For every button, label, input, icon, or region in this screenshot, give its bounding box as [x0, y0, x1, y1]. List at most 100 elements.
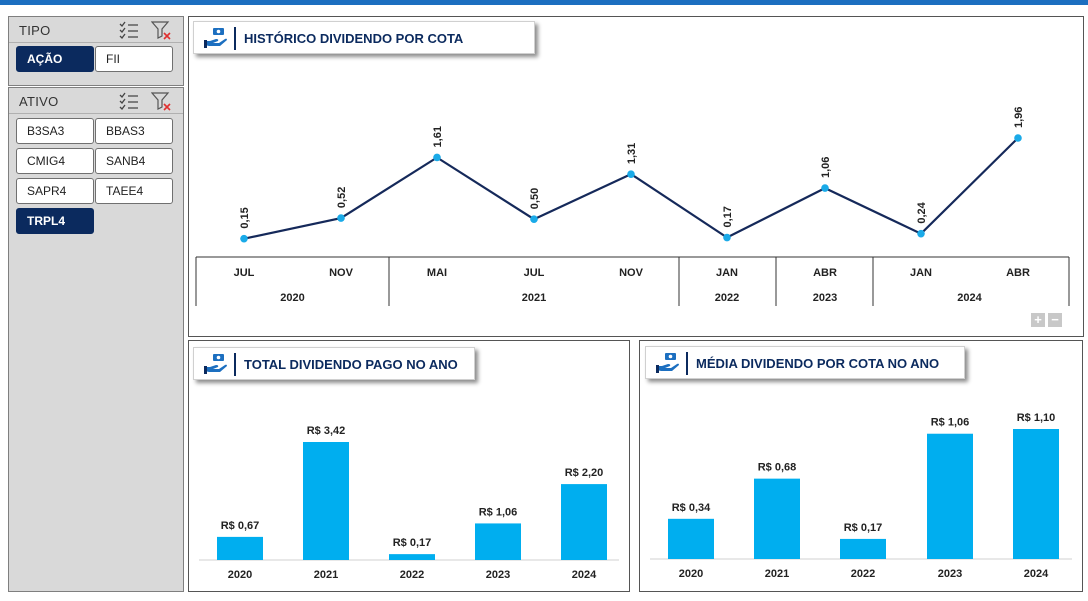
zoom-out-button[interactable]: −	[1048, 313, 1062, 327]
x-tick-label: JAN	[910, 267, 932, 279]
x-tick-label: 2020	[679, 568, 703, 580]
data-point	[723, 233, 731, 242]
bar-data-label: R$ 0,17	[844, 522, 883, 534]
clear-filter-icon[interactable]	[151, 20, 171, 40]
x-tick-label: 2022	[400, 569, 424, 581]
data-label: 0,15	[239, 207, 251, 228]
x-tick-label: 2020	[228, 569, 252, 581]
data-label: 0,24	[916, 201, 928, 223]
bar-data-label: R$ 0,34	[672, 502, 711, 514]
line-chart-panel: 0,15 0,52 1,61 0,50 1,31 0,17 1,06 0,24 1,96 JUL N…	[188, 16, 1084, 337]
slicer-item-taee4[interactable]: TAEE4	[95, 178, 173, 204]
bar-data-label: R$ 1,06	[479, 506, 518, 518]
bar	[668, 518, 714, 559]
data-point	[530, 215, 538, 223]
line-chart-title: HISTÓRICO DIVIDENDO POR COTA	[244, 31, 464, 46]
ativo-slicer-title: ATIVO	[19, 94, 59, 109]
data-label: 0,52	[336, 187, 348, 208]
dividend-hand-icon	[204, 354, 227, 374]
slicer-item-bbas3[interactable]: BBAS3	[95, 118, 173, 144]
title-divider	[686, 352, 688, 375]
bar	[927, 433, 973, 559]
bar-data-label: R$ 3,42	[307, 425, 346, 437]
x-tick-label: 2022	[851, 568, 875, 580]
dividend-hand-icon	[204, 28, 227, 48]
x-tick-label: NOV	[329, 267, 354, 279]
average-dividend-title: MÉDIA DIVIDENDO POR COTA NO ANO	[696, 356, 940, 371]
year-group-label: 2022	[715, 292, 739, 304]
slicer-item-fii[interactable]: FII	[95, 46, 173, 72]
x-tick-label: 2023	[938, 568, 962, 580]
slicer-item-b3sa3[interactable]: B3SA3	[16, 118, 94, 144]
data-label: 0,17	[722, 206, 734, 227]
slicer-item-trpl4[interactable]: TRPL4	[16, 208, 94, 234]
x-tick-label: JAN	[716, 267, 738, 279]
data-label: 1,96	[1013, 107, 1025, 128]
data-point	[1014, 134, 1022, 142]
x-tick-label: MAI	[427, 267, 447, 279]
total-dividend-bar-chart: R$ 0,67 2020 R$ 3,42 2021 R$ 0,17 2022 R$ 1,06…	[199, 425, 619, 581]
year-group-label: 2024	[957, 292, 982, 304]
x-tick-label: 2024	[572, 569, 597, 581]
total-dividend-title-box: TOTAL DIVIDENDO PAGO NO ANO	[193, 347, 475, 380]
dividend-hand-icon	[656, 353, 679, 373]
data-point	[821, 184, 829, 192]
bar-data-label: R$ 2,20	[565, 467, 604, 479]
bar	[840, 538, 886, 559]
x-tick-label: ABR	[813, 267, 837, 279]
data-point	[917, 229, 925, 238]
data-label: 1,31	[626, 143, 638, 164]
average-dividend-title-box: MÉDIA DIVIDENDO POR COTA NO ANO	[645, 346, 965, 379]
data-point	[337, 214, 345, 222]
x-tick-label: JUL	[234, 267, 255, 279]
multi-select-icon[interactable]	[119, 21, 139, 39]
bar	[217, 536, 263, 560]
data-label: 1,61	[432, 126, 444, 147]
top-accent-bar	[0, 0, 1088, 5]
x-tick-label: 2023	[486, 569, 510, 581]
x-tick-label: 2021	[314, 569, 338, 581]
bar	[561, 484, 607, 560]
data-point	[627, 170, 635, 178]
tipo-slicer-header: TIPO	[9, 17, 183, 43]
bar	[754, 478, 800, 559]
tipo-slicer-title: TIPO	[19, 23, 51, 38]
slicer-item-cmig4[interactable]: CMIG4	[16, 148, 94, 174]
bar-data-label: R$ 1,06	[931, 417, 970, 429]
ativo-slicer: ATIVO B3SA3 BBAS3 CMIG4 SANB4 SAPR4 TAEE4 TRPL…	[8, 87, 184, 592]
total-dividend-panel: R$ 0,67 2020 R$ 3,42 2021 R$ 0,17 2022 R$ 1,06…	[188, 340, 630, 592]
bar-data-label: R$ 0,17	[393, 537, 432, 549]
data-label: 0,50	[529, 188, 541, 209]
data-label: 1,06	[820, 157, 832, 178]
multi-select-icon[interactable]	[119, 92, 139, 110]
ativo-slicer-header: ATIVO	[9, 88, 183, 114]
x-tick-label: 2024	[1024, 568, 1049, 580]
x-tick-label: 2021	[765, 568, 789, 580]
bar	[389, 554, 435, 560]
title-divider	[234, 353, 236, 376]
bar-data-label: R$ 0,67	[221, 520, 260, 532]
clear-filter-icon[interactable]	[151, 91, 171, 111]
bar-data-label: R$ 0,68	[758, 462, 797, 474]
year-group-label: 2020	[280, 292, 304, 304]
title-divider	[234, 27, 236, 50]
slicer-item-sapr4[interactable]: SAPR4	[16, 178, 94, 204]
slicer-item-ação[interactable]: AÇÃO	[16, 46, 94, 72]
x-tick-label: JUL	[524, 267, 545, 279]
bar-data-label: R$ 1,10	[1017, 412, 1056, 424]
data-point	[240, 234, 248, 243]
bar	[1013, 429, 1059, 559]
line-chart: 0,15 0,52 1,61 0,50 1,31 0,17 1,06 0,24 1,96 JUL N…	[195, 107, 1070, 306]
year-group-label: 2023	[813, 292, 837, 304]
x-tick-label: NOV	[619, 267, 644, 279]
x-tick-label: ABR	[1006, 267, 1030, 279]
tipo-slicer: TIPO AÇÃO FII	[8, 16, 184, 86]
data-point	[433, 153, 441, 162]
average-dividend-panel: R$ 0,34 2020 R$ 0,68 2021 R$ 0,17 2022 R$ 1,06…	[639, 340, 1083, 592]
zoom-in-button[interactable]: +	[1031, 313, 1045, 327]
bar	[475, 523, 521, 560]
total-dividend-title: TOTAL DIVIDENDO PAGO NO ANO	[244, 357, 458, 372]
slicer-item-sanb4[interactable]: SANB4	[95, 148, 173, 174]
bar	[303, 442, 349, 560]
average-dividend-bar-chart: R$ 0,34 2020 R$ 0,68 2021 R$ 0,17 2022 R$ 1,06…	[650, 412, 1072, 580]
